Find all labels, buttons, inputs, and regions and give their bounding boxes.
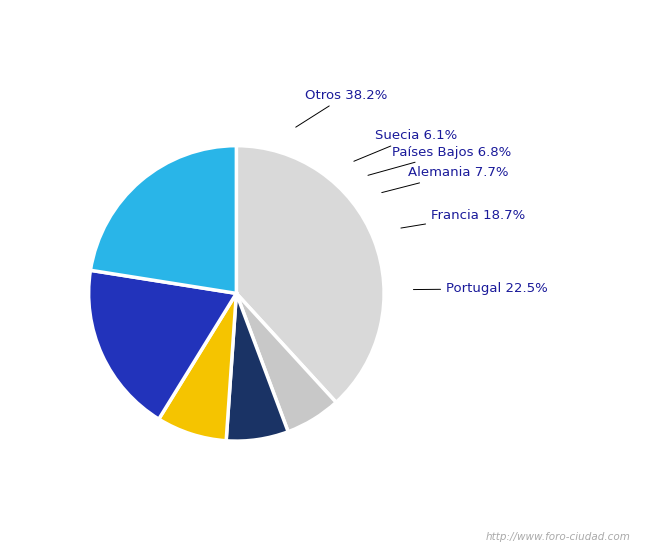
Wedge shape — [159, 293, 237, 441]
Text: Países Bajos 6.8%: Países Bajos 6.8% — [368, 146, 511, 175]
Text: Guareña - Turistas extranjeros según país - Agosto de 2024: Guareña - Turistas extranjeros según paí… — [79, 14, 571, 32]
Wedge shape — [88, 270, 237, 419]
Text: Alemania 7.7%: Alemania 7.7% — [382, 167, 508, 192]
Wedge shape — [237, 293, 336, 432]
Text: Francia 18.7%: Francia 18.7% — [401, 209, 525, 228]
Text: Portugal 22.5%: Portugal 22.5% — [413, 282, 548, 295]
Wedge shape — [237, 146, 384, 403]
Text: Suecia 6.1%: Suecia 6.1% — [354, 129, 457, 161]
Wedge shape — [90, 146, 237, 293]
Text: Otros 38.2%: Otros 38.2% — [296, 89, 387, 127]
Wedge shape — [226, 293, 288, 441]
Text: http://www.foro-ciudad.com: http://www.foro-ciudad.com — [486, 532, 630, 542]
